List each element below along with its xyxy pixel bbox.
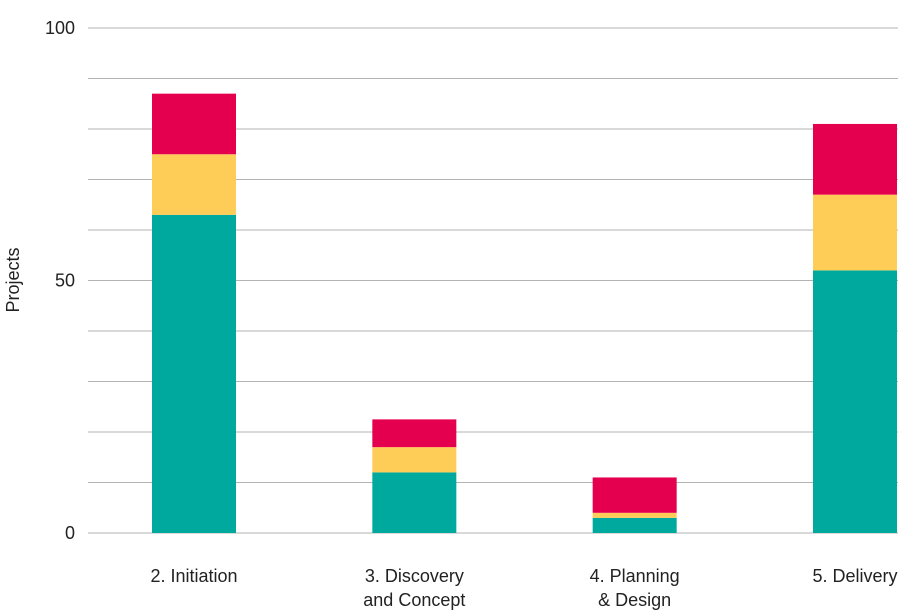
bar-segment <box>152 214 236 533</box>
y-tick-labels: 0 50 100 <box>45 18 75 543</box>
y-tick-label: 0 <box>65 523 75 543</box>
x-category-label: 2. Initiation <box>150 566 237 586</box>
bar-segment <box>813 123 897 195</box>
bar-segment <box>372 472 457 533</box>
x-category-label: 3. Discovery and Concept <box>363 566 465 610</box>
bar-segment <box>592 517 677 533</box>
bar-segment <box>813 270 897 533</box>
bar-segment <box>592 512 677 518</box>
bar-segment <box>592 477 677 513</box>
bars <box>152 93 897 533</box>
x-category-label: 4. Planning & Design <box>590 566 680 610</box>
y-tick-label: 50 <box>55 271 75 291</box>
x-category-labels: 2. Initiation 3. Discovery and Concept 4. P… <box>150 566 897 610</box>
bar-segment <box>813 194 897 271</box>
bar-segment <box>372 447 457 473</box>
bar-segment <box>152 93 236 155</box>
bar-segment <box>372 419 457 448</box>
y-axis-title: Projects <box>3 247 23 312</box>
bar-segment <box>152 154 236 215</box>
x-category-label: 5. Delivery <box>812 566 897 586</box>
y-tick-label: 100 <box>45 18 75 38</box>
